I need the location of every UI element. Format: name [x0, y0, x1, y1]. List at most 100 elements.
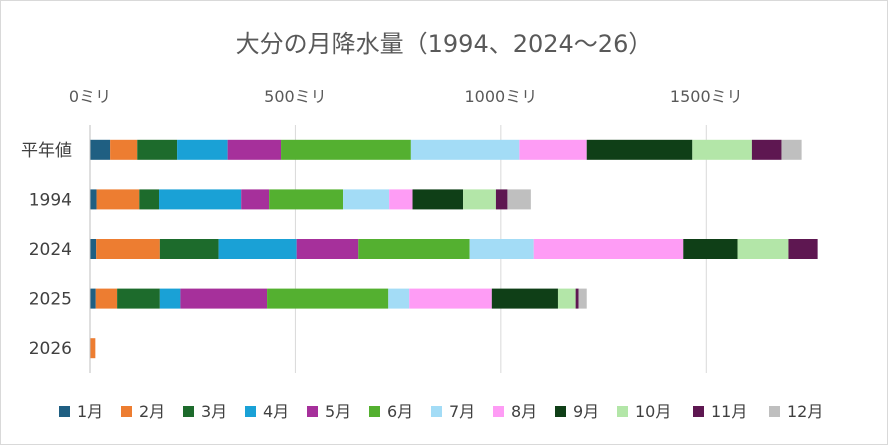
- legend-label: 6月: [387, 402, 413, 421]
- bar-segment: [227, 139, 282, 160]
- category-label: 2026: [29, 339, 72, 359]
- bar-segment: [159, 288, 181, 309]
- bar-segment: [117, 288, 160, 309]
- legend-item: 12月: [769, 402, 823, 421]
- legend-swatch: [555, 406, 566, 417]
- legend-swatch: [769, 406, 780, 417]
- bar-segment: [507, 189, 531, 210]
- legend-item: 8月: [493, 402, 537, 421]
- legend-swatch: [493, 406, 504, 417]
- legend-item: 4月: [245, 402, 289, 421]
- category-label: 平年値: [21, 141, 72, 161]
- legend-swatch: [307, 406, 318, 417]
- bar-segment: [358, 239, 470, 259]
- bar-segment: [533, 239, 684, 259]
- category-labels: 平年値 1994 2024 2025 2026: [21, 141, 72, 359]
- bar-segment: [281, 139, 411, 160]
- legend-item: 7月: [431, 402, 475, 421]
- legend-label: 7月: [449, 402, 475, 421]
- bar-segment: [737, 239, 789, 259]
- bar-segment: [586, 139, 693, 160]
- legend-item: 10月: [617, 402, 671, 421]
- legend-label: 11月: [711, 402, 747, 421]
- bar-segment: [389, 189, 413, 210]
- bar-segment: [575, 288, 579, 309]
- legend-swatch: [183, 406, 194, 417]
- legend-swatch: [693, 406, 704, 417]
- bar-segment: [781, 139, 802, 160]
- legend-label: 10月: [635, 402, 671, 421]
- bar-segment: [463, 189, 496, 210]
- legend-item: 9月: [555, 402, 599, 421]
- bar-segment: [90, 239, 97, 259]
- bar-segment: [469, 239, 534, 259]
- bar-segment: [180, 288, 268, 309]
- legend-swatch: [245, 406, 256, 417]
- bars: [90, 139, 818, 359]
- bar-segment: [495, 189, 508, 210]
- bar-segment: [296, 239, 359, 259]
- legend-label: 8月: [511, 402, 537, 421]
- bar-segment: [578, 288, 587, 309]
- category-label: 2025: [29, 290, 72, 310]
- legend-item: 1月: [59, 402, 103, 421]
- legend-item: 5月: [307, 402, 351, 421]
- legend-swatch: [121, 406, 132, 417]
- bar-segment: [683, 239, 738, 259]
- bar-segment: [412, 189, 464, 210]
- legend-item: 11月: [693, 402, 747, 421]
- bar-segment: [388, 288, 410, 309]
- bar-segment: [788, 239, 818, 259]
- legend-label: 4月: [263, 402, 289, 421]
- bar-segment: [218, 239, 297, 259]
- bar-segment: [110, 139, 138, 160]
- legend: 1月 2月 3月 4月 5月 6月 7月 8月 9月 10月 11月 12月: [59, 402, 823, 421]
- legend-item: 3月: [183, 402, 227, 421]
- bar-segment: [159, 239, 219, 259]
- legend-label: 2月: [139, 402, 165, 421]
- bar-segment: [139, 189, 160, 210]
- category-label: 2024: [29, 240, 72, 260]
- bar-segment: [90, 189, 97, 210]
- legend-label: 12月: [787, 402, 823, 421]
- legend-swatch: [59, 406, 70, 417]
- legend-swatch: [369, 406, 380, 417]
- bar-segment: [751, 139, 782, 160]
- bar-segment: [692, 139, 752, 160]
- bar-segment: [177, 139, 228, 160]
- x-tick-label: 500ミリ: [264, 87, 327, 106]
- chart-title: 大分の月降水量（1994、2024～26）: [235, 30, 653, 58]
- x-tick-labels: 0ミリ 500ミリ 1000ミリ 1500ミリ: [69, 87, 743, 106]
- bar-segment: [90, 288, 96, 309]
- bar-segment: [269, 189, 344, 210]
- legend-swatch: [617, 406, 628, 417]
- bar-segment: [409, 288, 492, 309]
- bar-segment: [90, 338, 96, 359]
- bar-segment: [343, 189, 390, 210]
- legend-label: 1月: [77, 402, 103, 421]
- legend-swatch: [431, 406, 442, 417]
- bar-segment: [491, 288, 558, 309]
- x-tick-label: 1000ミリ: [464, 87, 537, 106]
- category-label: 1994: [29, 190, 72, 210]
- legend-label: 9月: [573, 402, 599, 421]
- legend-label: 5月: [325, 402, 351, 421]
- bar-segment: [96, 239, 160, 259]
- bar-segment: [557, 288, 576, 309]
- bar-segment: [95, 288, 118, 309]
- legend-item: 2月: [121, 402, 165, 421]
- bar-segment: [159, 189, 242, 210]
- bar-segment: [241, 189, 270, 210]
- legend-item: 6月: [369, 402, 413, 421]
- bar-segment: [96, 189, 140, 210]
- bar-segment: [90, 139, 111, 160]
- bar-segment: [519, 139, 587, 160]
- x-tick-label: 1500ミリ: [670, 87, 743, 106]
- bar-segment: [410, 139, 520, 160]
- legend-label: 3月: [201, 402, 227, 421]
- bar-segment: [267, 288, 389, 309]
- bar-segment: [137, 139, 178, 160]
- x-tick-label: 0ミリ: [69, 87, 111, 106]
